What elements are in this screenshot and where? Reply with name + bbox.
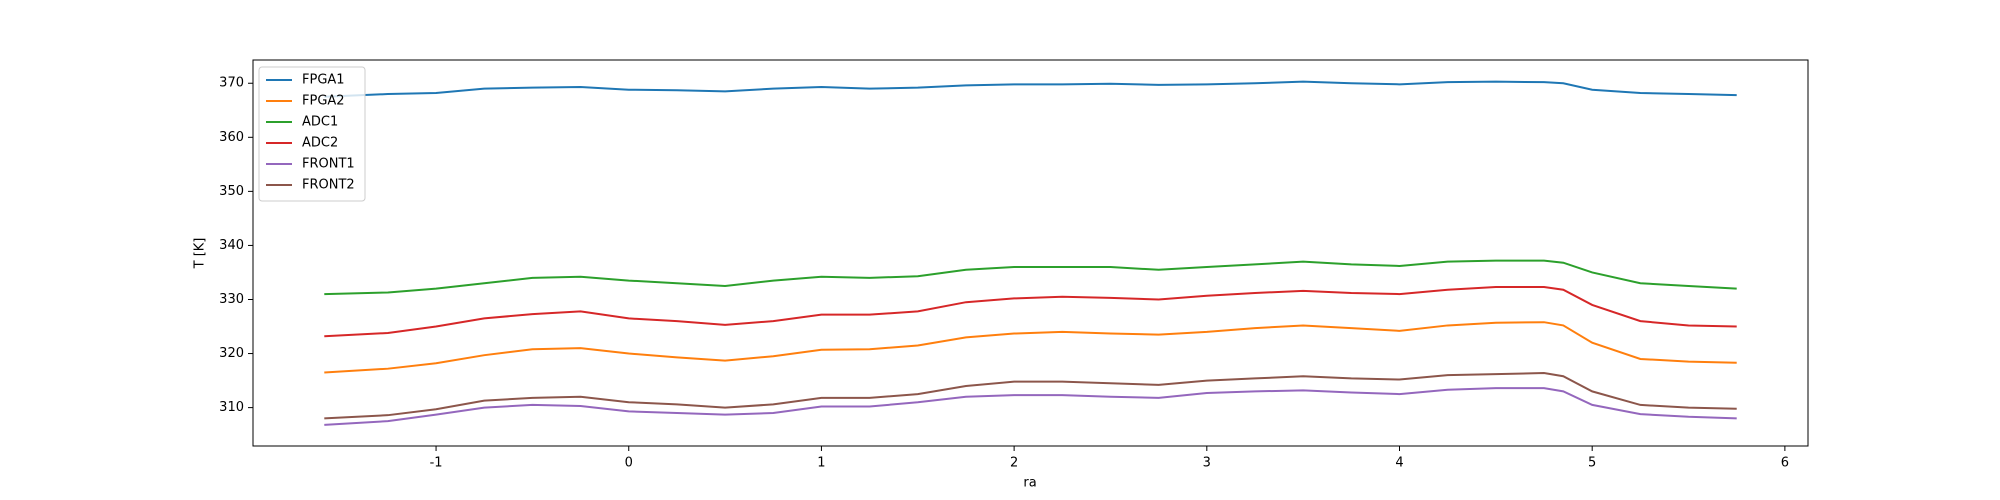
legend-label: FPGA1 — [302, 73, 345, 88]
series-line — [324, 80, 1737, 98]
series-line — [324, 321, 1737, 374]
y-tick-label: 310 — [219, 400, 244, 415]
series-line — [324, 387, 1737, 426]
plot-frame — [252, 59, 1809, 447]
x-tick-label: 6 — [1781, 456, 1789, 471]
legend-label: FPGA2 — [302, 94, 345, 109]
legend-label: ADC1 — [302, 115, 338, 130]
series-line — [324, 372, 1737, 420]
x-tick-label: 5 — [1588, 456, 1596, 471]
legend: FPGA1 FPGA2 ADC1 ADC2 FRONT1 FRONT2 — [258, 66, 366, 202]
y-tick-label: 330 — [219, 292, 244, 307]
y-tick-label: 320 — [219, 346, 244, 361]
y-tick-label: 360 — [219, 130, 244, 145]
series-line — [324, 286, 1737, 338]
x-tick-label: 1 — [817, 456, 825, 471]
y-axis-label: T [K] — [193, 238, 208, 270]
x-tick-label: 4 — [1395, 456, 1403, 471]
x-axis-label: ra — [1023, 476, 1036, 491]
legend-label: FRONT1 — [302, 157, 355, 172]
series-line — [324, 259, 1737, 296]
legend-label: ADC2 — [302, 136, 338, 151]
y-tick-label: 340 — [219, 238, 244, 253]
legend-label: FRONT2 — [302, 178, 355, 193]
x-tick-label: 3 — [1203, 456, 1211, 471]
x-tick-label: 2 — [1010, 456, 1018, 471]
x-tick-label: -1 — [430, 456, 443, 471]
y-tick-label: 350 — [219, 184, 244, 199]
y-tick-label: 370 — [219, 76, 244, 91]
x-tick-label: 0 — [625, 456, 633, 471]
